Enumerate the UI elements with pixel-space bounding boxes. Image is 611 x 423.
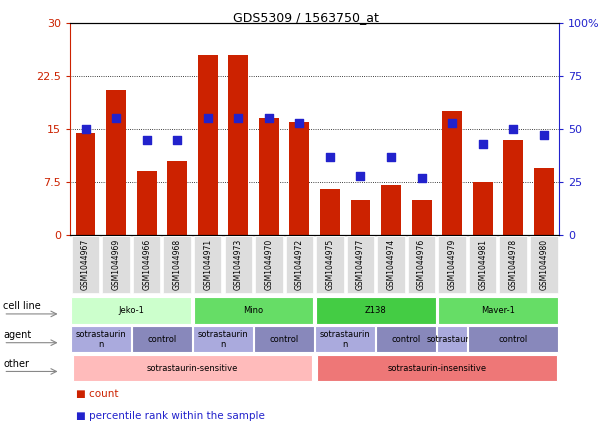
Text: GSM1044973: GSM1044973: [234, 239, 243, 290]
Text: ■ percentile rank within the sample: ■ percentile rank within the sample: [76, 411, 265, 421]
FancyBboxPatch shape: [438, 297, 558, 324]
Point: [447, 119, 457, 126]
Bar: [229, 55, 248, 235]
Text: sotrastaurin-sensitive: sotrastaurin-sensitive: [147, 363, 238, 373]
Bar: [137, 171, 156, 235]
Text: GSM1044971: GSM1044971: [203, 239, 212, 290]
FancyBboxPatch shape: [376, 326, 436, 352]
Bar: [473, 182, 492, 235]
Text: GSM1044972: GSM1044972: [295, 239, 304, 290]
Text: control: control: [392, 335, 421, 344]
FancyBboxPatch shape: [315, 326, 375, 352]
FancyBboxPatch shape: [286, 236, 313, 293]
Point: [264, 115, 274, 122]
Text: control: control: [499, 335, 528, 344]
Point: [325, 153, 335, 160]
Text: ■ count: ■ count: [76, 389, 119, 399]
Text: GSM1044967: GSM1044967: [81, 239, 90, 290]
FancyBboxPatch shape: [194, 297, 313, 324]
FancyBboxPatch shape: [71, 297, 191, 324]
Text: sotrastaurin-insensitive: sotrastaurin-insensitive: [387, 363, 486, 373]
Text: Jeko-1: Jeko-1: [119, 306, 144, 315]
FancyBboxPatch shape: [103, 236, 130, 293]
Text: GSM1044969: GSM1044969: [112, 239, 120, 290]
FancyBboxPatch shape: [317, 355, 557, 381]
FancyBboxPatch shape: [254, 326, 314, 352]
Point: [386, 153, 396, 160]
FancyBboxPatch shape: [132, 326, 192, 352]
Bar: [320, 189, 340, 235]
Bar: [442, 111, 462, 235]
Bar: [290, 122, 309, 235]
FancyBboxPatch shape: [316, 236, 344, 293]
Point: [81, 126, 90, 132]
FancyBboxPatch shape: [316, 297, 436, 324]
Text: sotrastaurin
n: sotrastaurin n: [75, 330, 126, 349]
Bar: [381, 185, 401, 235]
Text: Z138: Z138: [365, 306, 387, 315]
FancyBboxPatch shape: [408, 236, 436, 293]
FancyBboxPatch shape: [347, 236, 375, 293]
Point: [508, 126, 518, 132]
FancyBboxPatch shape: [194, 236, 222, 293]
FancyBboxPatch shape: [225, 236, 252, 293]
Bar: [198, 55, 218, 235]
Text: cell line: cell line: [4, 301, 41, 311]
FancyBboxPatch shape: [378, 236, 405, 293]
Point: [478, 140, 488, 147]
FancyBboxPatch shape: [530, 236, 558, 293]
Text: sotrastaurin
n: sotrastaurin n: [320, 330, 371, 349]
Text: agent: agent: [4, 330, 32, 340]
Text: control: control: [269, 335, 299, 344]
Point: [295, 119, 304, 126]
Text: GSM1044980: GSM1044980: [540, 239, 548, 290]
FancyBboxPatch shape: [133, 236, 161, 293]
Text: GSM1044974: GSM1044974: [387, 239, 395, 290]
Text: GSM1044966: GSM1044966: [142, 239, 151, 290]
Text: control: control: [147, 335, 177, 344]
Bar: [167, 161, 187, 235]
Text: GSM1044981: GSM1044981: [478, 239, 487, 290]
Bar: [412, 200, 431, 235]
FancyBboxPatch shape: [255, 236, 283, 293]
FancyBboxPatch shape: [500, 236, 527, 293]
FancyBboxPatch shape: [439, 236, 466, 293]
Bar: [106, 90, 126, 235]
FancyBboxPatch shape: [469, 326, 558, 352]
Bar: [351, 200, 370, 235]
Point: [417, 174, 426, 181]
Bar: [534, 168, 554, 235]
Text: GSM1044976: GSM1044976: [417, 239, 426, 290]
FancyBboxPatch shape: [193, 326, 253, 352]
Point: [233, 115, 243, 122]
FancyBboxPatch shape: [469, 236, 497, 293]
FancyBboxPatch shape: [437, 326, 467, 352]
FancyBboxPatch shape: [72, 236, 100, 293]
Bar: [76, 132, 95, 235]
Text: sotrastaurin
n: sotrastaurin n: [197, 330, 249, 349]
Point: [356, 172, 365, 179]
Text: GSM1044968: GSM1044968: [173, 239, 181, 290]
FancyBboxPatch shape: [73, 355, 312, 381]
Bar: [503, 140, 523, 235]
Point: [111, 115, 121, 122]
Text: Mino: Mino: [244, 306, 263, 315]
FancyBboxPatch shape: [164, 236, 191, 293]
Text: sotrastaurin: sotrastaurin: [426, 335, 478, 344]
Text: GSM1044979: GSM1044979: [448, 239, 456, 290]
Text: GSM1044970: GSM1044970: [265, 239, 273, 290]
Text: GSM1044977: GSM1044977: [356, 239, 365, 290]
Point: [539, 132, 549, 139]
Point: [142, 136, 152, 143]
Point: [203, 115, 213, 122]
Point: [172, 136, 182, 143]
Text: GSM1044978: GSM1044978: [509, 239, 518, 290]
FancyBboxPatch shape: [71, 326, 131, 352]
Text: Maver-1: Maver-1: [481, 306, 515, 315]
Bar: [259, 118, 279, 235]
Text: GDS5309 / 1563750_at: GDS5309 / 1563750_at: [233, 11, 378, 24]
Text: GSM1044975: GSM1044975: [326, 239, 334, 290]
Text: other: other: [4, 359, 29, 369]
